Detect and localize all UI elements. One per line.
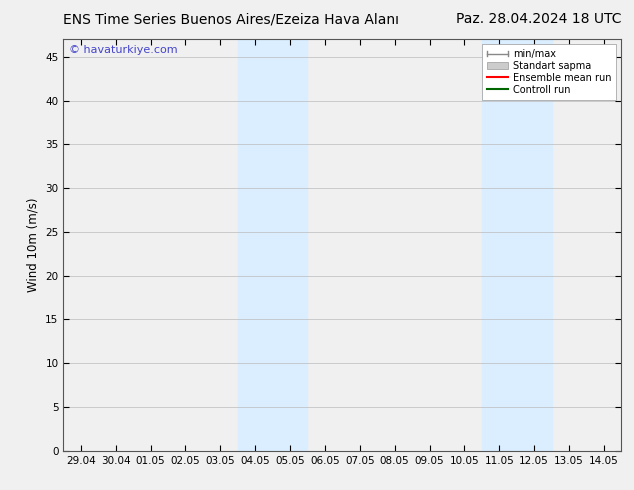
Bar [482,39,552,451]
Text: Paz. 28.04.2024 18 UTC: Paz. 28.04.2024 18 UTC [456,12,621,26]
Y-axis label: Wind 10m (m/s): Wind 10m (m/s) [27,198,40,292]
Legend: min/max, Standart sapma, Ensemble mean run, Controll run: min/max, Standart sapma, Ensemble mean r… [482,44,616,99]
Bar [238,39,307,451]
Text: ENS Time Series Buenos Aires/Ezeiza Hava Alanı: ENS Time Series Buenos Aires/Ezeiza Hava… [63,12,399,26]
Text: © havaturkiye.com: © havaturkiye.com [69,46,178,55]
